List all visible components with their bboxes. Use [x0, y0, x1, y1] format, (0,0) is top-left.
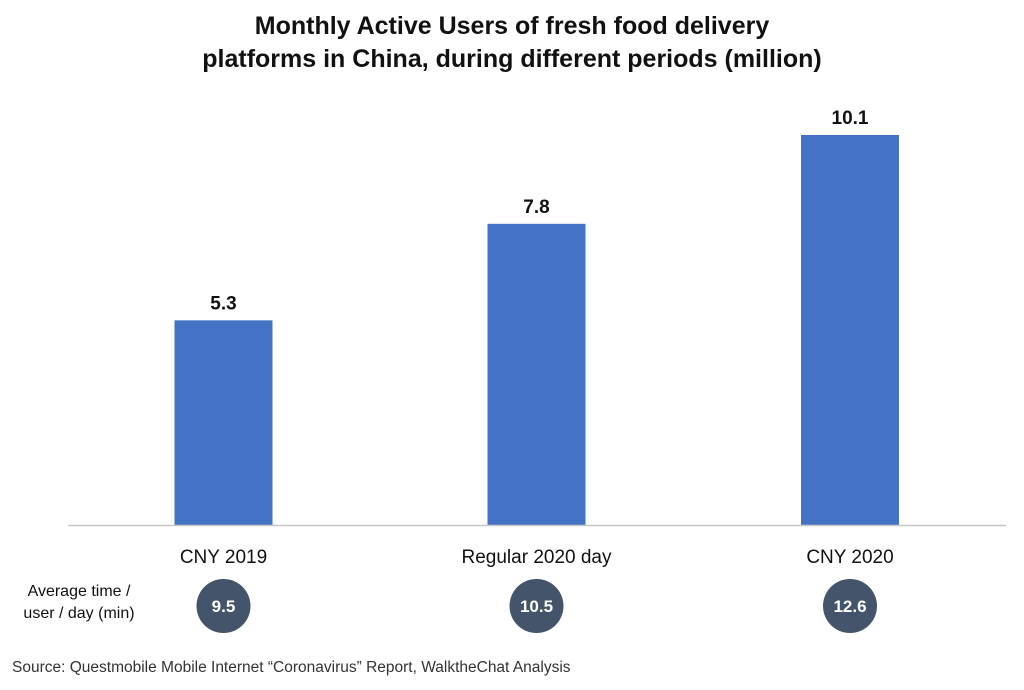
- chart-title-line-2: platforms in China, during different per…: [202, 45, 822, 73]
- avg-time-badge: [196, 579, 251, 633]
- avg-time-row-label: Average time / user / day (min): [4, 581, 154, 625]
- x-tick-label: CNY 2019: [180, 547, 267, 568]
- avg-time-label-line-1: Average time /: [27, 583, 131, 600]
- bar: [487, 223, 586, 525]
- x-tick-label: Regular 2020 day: [462, 547, 612, 568]
- bar: [174, 320, 273, 525]
- bar: [801, 135, 899, 525]
- avg-time-badge-value: 12.6: [833, 597, 866, 616]
- avg-time-badge: [823, 579, 877, 633]
- x-tick-label: CNY 2020: [806, 547, 893, 568]
- avg-time-badge-value: 9.5: [212, 597, 236, 616]
- bar-value-label: 7.8: [523, 197, 549, 218]
- chart-title: Monthly Active Users of fresh food deliv…: [112, 10, 912, 76]
- avg-time-badge: [509, 579, 564, 633]
- bar-value-label: 10.1: [832, 108, 869, 129]
- source-note: Source: Questmobile Mobile Internet “Cor…: [12, 659, 571, 676]
- avg-time-label-line-2: user / day (min): [23, 605, 135, 622]
- chart-title-line-1: Monthly Active Users of fresh food deliv…: [254, 12, 770, 40]
- avg-time-badge-value: 10.5: [520, 597, 553, 616]
- bar-value-label: 5.3: [210, 293, 236, 314]
